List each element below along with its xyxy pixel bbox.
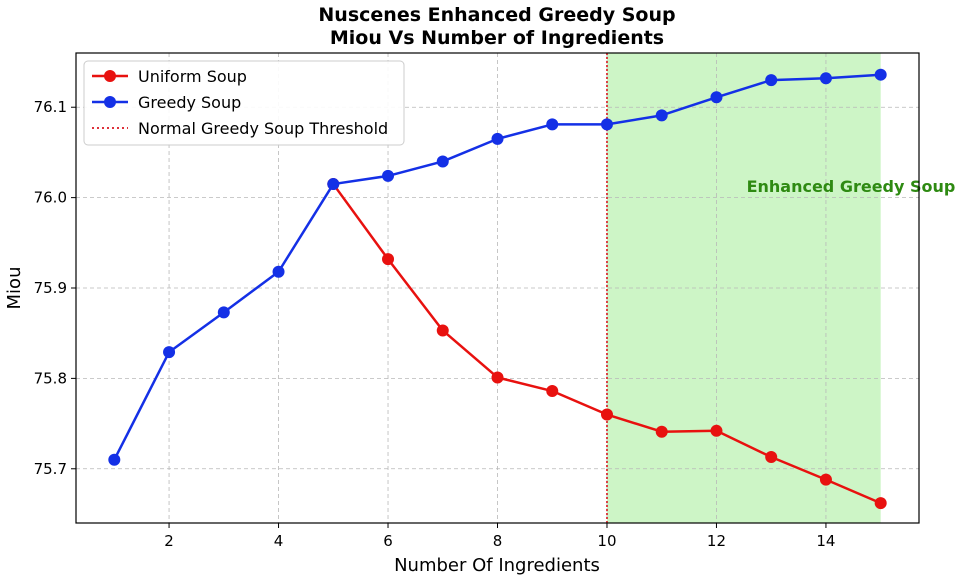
y-axis-label: Miou <box>4 267 25 310</box>
data-point <box>655 425 668 438</box>
x-tick-label: 12 <box>707 532 726 550</box>
y-tick-label: 75.9 <box>34 279 67 297</box>
x-tick-label: 10 <box>597 532 616 550</box>
legend-marker-greedy <box>104 96 116 108</box>
data-point <box>819 72 832 85</box>
legend: Uniform Soup Greedy Soup Normal Greedy S… <box>83 60 405 146</box>
data-point <box>491 371 504 384</box>
x-tick-label: 2 <box>164 532 174 550</box>
data-point <box>600 408 613 421</box>
data-point <box>819 473 832 486</box>
x-axis-label: Number Of Ingredients <box>394 555 600 576</box>
region-label: Enhanced Greedy Soup <box>747 177 956 196</box>
data-point <box>765 451 778 464</box>
x-tick-label: 8 <box>493 532 503 550</box>
y-tick-label: 76.1 <box>34 98 67 116</box>
data-point <box>382 169 395 182</box>
data-point <box>382 253 395 266</box>
data-point <box>327 178 340 191</box>
data-point <box>600 118 613 131</box>
legend-label-threshold: Normal Greedy Soup Threshold <box>138 119 388 138</box>
data-point <box>874 497 887 510</box>
y-tick-label: 75.7 <box>34 460 67 478</box>
data-point <box>546 118 559 131</box>
data-point <box>710 424 723 437</box>
data-point <box>272 265 285 278</box>
x-tick-label: 6 <box>383 532 393 550</box>
chart-title-line2: Miou Vs Number of Ingredients <box>330 27 664 49</box>
y-tick-label: 76.0 <box>34 189 67 207</box>
legend-box <box>83 60 405 146</box>
data-point <box>491 132 504 145</box>
data-point <box>163 346 176 359</box>
data-point <box>436 155 449 168</box>
ticks: 2 4 6 8 10 12 14 75.7 75.8 75.9 76.0 76.1 <box>34 98 836 550</box>
data-point <box>765 74 778 87</box>
data-point <box>546 385 559 398</box>
y-tick-label: 75.8 <box>34 369 67 387</box>
data-point <box>436 324 449 337</box>
chart-title-line1: Nuscenes Enhanced Greedy Soup <box>318 4 675 26</box>
legend-label-uniform: Uniform Soup <box>138 67 247 86</box>
data-point <box>217 306 230 319</box>
x-tick-label: 14 <box>816 532 835 550</box>
data-point <box>108 453 121 466</box>
legend-marker-uniform <box>104 70 116 82</box>
data-point <box>655 109 668 122</box>
x-tick-label: 4 <box>274 532 284 550</box>
data-point <box>874 68 887 81</box>
legend-label-greedy: Greedy Soup <box>138 93 241 112</box>
series-layer <box>108 68 887 510</box>
data-point <box>710 91 723 104</box>
